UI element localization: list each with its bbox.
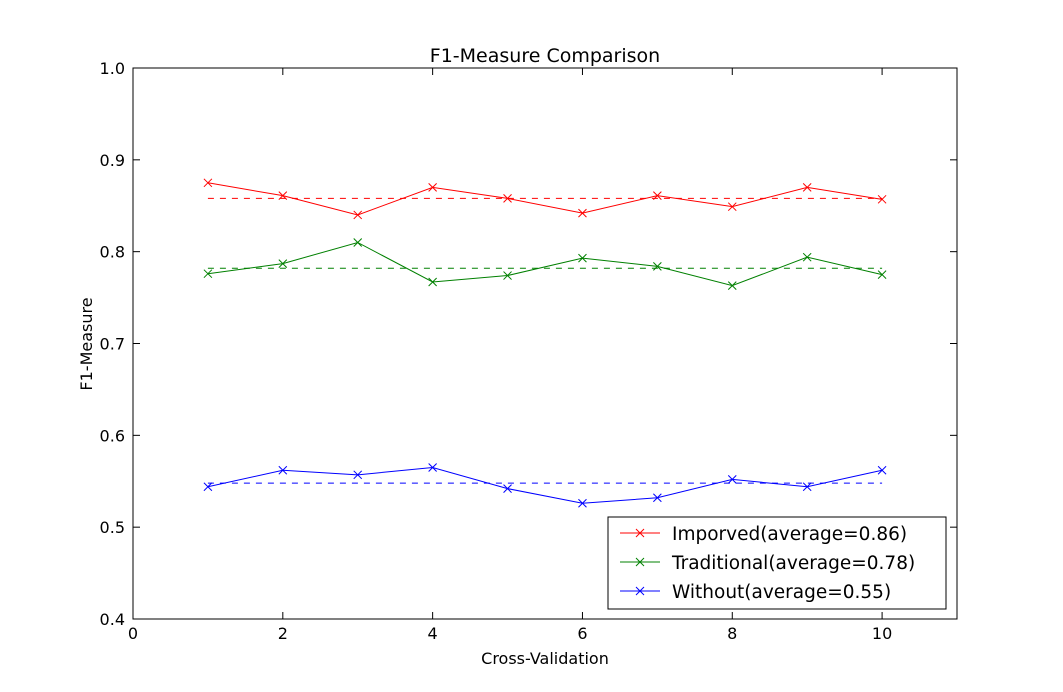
series-1-point [428,183,437,192]
marker-stroke [428,463,437,472]
series-2-point [278,259,288,268]
marker-stroke [802,252,812,262]
series-3-point [877,465,887,475]
series-1-point [278,191,288,201]
marker-stroke [653,493,662,503]
marker-stroke [653,262,662,271]
marker-stroke [203,482,213,492]
series-3-point [727,475,737,484]
series-3-point [653,493,662,503]
x-axis-label: Cross-Validation [481,649,609,668]
x-tick-label: 0 [128,624,138,643]
series-3-point [203,482,213,492]
y-tick-label: 0.4 [100,610,125,629]
series-2-point [802,252,812,262]
series-1-point [653,191,662,201]
series-3-point [278,465,288,475]
marker-stroke [278,259,288,268]
marker-stroke [503,484,512,493]
marker-stroke [353,238,363,247]
marker-stroke [203,269,213,279]
chart-title: F1-Measure Comparison [430,45,660,67]
x-tick-label: 2 [278,624,288,643]
series-2-point [727,281,737,290]
x-tick-label: 4 [428,624,438,643]
legend-entry-3: Without(average=0.55) [620,582,891,603]
legend-swatch-marker [635,586,645,596]
series-2-point [428,277,437,287]
y-axis-label: F1-Measure [77,297,96,390]
series-1-point [203,178,213,188]
marker-stroke [428,277,437,287]
x-tick-label: 10 [872,624,892,643]
y-tick-label: 0.7 [100,335,125,354]
marker-stroke [578,208,587,218]
y-tick-label: 0.9 [100,151,125,170]
marker-stroke [578,253,587,263]
marker-stroke [802,482,812,492]
marker-stroke [503,194,512,203]
series-2-point [353,238,363,247]
marker-stroke [802,183,812,192]
y-tick-label: 1.0 [100,59,125,78]
series-1-point [578,208,587,218]
marker-stroke [653,191,662,201]
series-3-point [353,470,363,480]
y-tick-label: 0.6 [100,426,125,445]
series-1-point [802,183,812,192]
marker-stroke [503,271,512,280]
marker-stroke [203,178,213,188]
marker-stroke [635,586,645,596]
series-3-point [428,463,437,472]
series-3-point [802,482,812,492]
marker-stroke [278,191,288,201]
legend-label: Traditional(average=0.78) [671,553,915,574]
series-1-point [877,194,887,204]
marker-stroke [727,202,737,212]
y-tick-label: 0.5 [100,518,125,537]
series-3-point [503,484,512,493]
series-1-line [207,182,883,216]
marker-stroke [877,194,887,204]
legend-box [607,516,947,610]
marker-stroke [727,475,737,484]
marker-stroke [353,470,363,480]
y-tick-label: 0.8 [100,243,125,262]
marker-stroke [278,465,288,475]
series-1-point [727,202,737,212]
marker-stroke [578,498,587,508]
series-1-point [353,210,363,220]
series-2-point [503,271,512,280]
marker-stroke [428,183,437,192]
series-2-point [203,269,213,279]
legend-swatch-marker [635,528,645,538]
marker-stroke [635,557,645,567]
legend-label: Imporved(average=0.86) [672,524,907,545]
marker-stroke [635,528,645,538]
marker-stroke [353,210,363,220]
series-2-point [653,262,662,271]
series-2-point [578,253,587,263]
series-3-line [207,466,883,504]
marker-stroke [877,465,887,475]
legend-label: Without(average=0.55) [672,582,891,603]
marker-stroke [727,281,737,290]
legend-entry-1: Imporved(average=0.86) [620,524,907,545]
legend-entry-2: Traditional(average=0.78) [620,553,915,574]
series-2-line [207,241,883,287]
x-tick-label: 6 [577,624,587,643]
series-2-point [877,270,887,279]
series-3-point [578,498,587,508]
marker-stroke [877,270,887,279]
x-tick-label: 8 [727,624,737,643]
legend: Imporved(average=0.86) Traditional(averag… [607,516,947,610]
legend-swatch-marker [635,557,645,567]
series-1-point [503,194,512,203]
plot-area: 0 2 4 6 8 10 0.4 0.5 0.6 0.7 0.8 0.9 1.0 [100,59,958,643]
